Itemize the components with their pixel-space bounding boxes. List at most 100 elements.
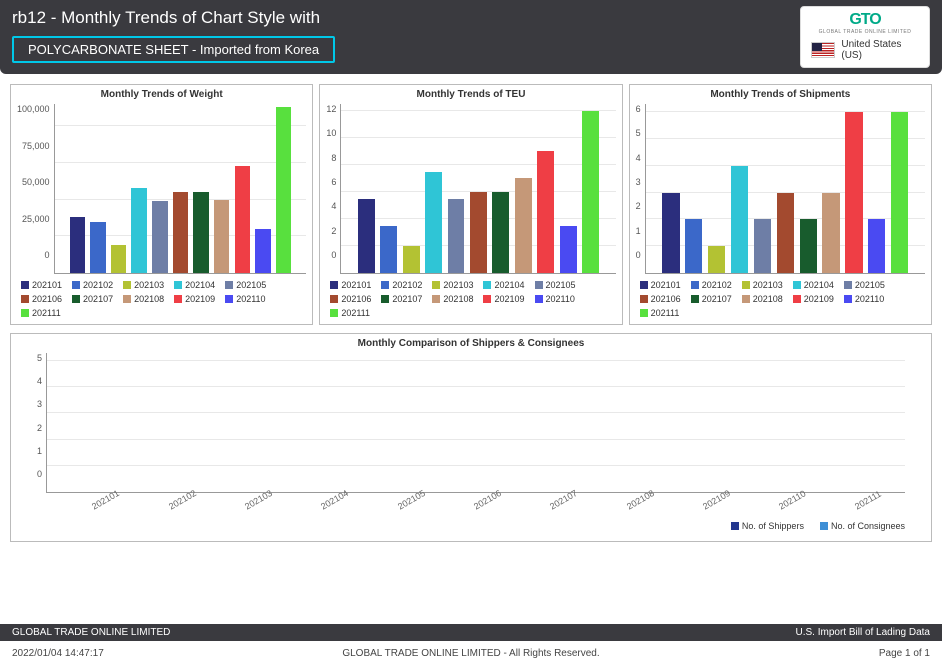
legend: No. of Shippers No. of Consignees (37, 521, 905, 531)
legend-swatch-icon (225, 295, 233, 303)
legend-label: 202108 (134, 294, 164, 304)
chart-title: Monthly Trends of Weight (17, 89, 306, 100)
bar (800, 219, 817, 273)
legend-swatch-icon (640, 281, 648, 289)
bar (560, 226, 577, 273)
legend-item: 202107 (72, 294, 113, 304)
page-title: rb12 - Monthly Trends of Chart Style wit… (12, 8, 930, 28)
y-tick-label: 3 (636, 177, 641, 187)
legend-swatch-icon (432, 281, 440, 289)
legend-item: 202102 (381, 280, 422, 290)
header: rb12 - Monthly Trends of Chart Style wit… (0, 0, 942, 74)
legend-item: No. of Consignees (820, 521, 905, 531)
y-tick-label: 0 (331, 250, 336, 260)
legend-item: 202106 (640, 294, 681, 304)
legend-label: 202111 (341, 308, 370, 318)
legend-swatch-icon (820, 522, 828, 530)
legend-item: 202110 (844, 294, 884, 304)
legend-swatch-icon (174, 295, 182, 303)
legend-label: No. of Shippers (742, 521, 804, 531)
bar (754, 219, 771, 273)
bar (235, 166, 251, 273)
bar (582, 111, 599, 273)
y-axis: 121086420 (326, 104, 340, 274)
legend-label: 202107 (83, 294, 113, 304)
legend-swatch-icon (123, 281, 131, 289)
legend-label: 202108 (443, 294, 473, 304)
chart-shippers-consignees: Monthly Comparison of Shippers & Consign… (10, 333, 932, 542)
legend-label: 202109 (185, 294, 215, 304)
legend-swatch-icon (640, 295, 648, 303)
x-axis: 2021012021022021032021042021052021062021… (37, 497, 905, 507)
legend-label: 202105 (236, 280, 266, 290)
legend-swatch-icon (731, 522, 739, 530)
chart-title: Monthly Trends of TEU (326, 89, 615, 100)
bar (685, 219, 702, 273)
y-axis: 6543210 (636, 104, 645, 274)
country-indicator: United States (US) (811, 39, 919, 61)
legend: 2021012021022021032021042021052021062021… (636, 280, 925, 318)
bar (380, 226, 397, 273)
subtitle-pill: POLYCARBONATE SHEET - Imported from Kore… (12, 36, 335, 63)
legend-label: 202109 (804, 294, 834, 304)
legend-swatch-icon (330, 295, 338, 303)
y-tick-label: 12 (326, 104, 336, 114)
legend-label: 202103 (443, 280, 473, 290)
bar (537, 151, 554, 273)
legend-swatch-icon (535, 295, 543, 303)
legend-item: 202103 (432, 280, 473, 290)
y-tick-label: 2 (331, 226, 336, 236)
legend-item: 202110 (535, 294, 575, 304)
flag-icon (811, 42, 835, 58)
legend-label: 202111 (32, 308, 61, 318)
legend-item: 202104 (174, 280, 215, 290)
y-tick-label: 0 (37, 469, 42, 479)
legend-item: 202111 (21, 308, 61, 318)
legend-label: 202101 (32, 280, 62, 290)
legend-item: 202101 (640, 280, 681, 290)
legend-swatch-icon (381, 281, 389, 289)
legend-swatch-icon (21, 309, 29, 317)
y-tick-label: 8 (331, 153, 336, 163)
bar (891, 112, 908, 273)
logo-subtext: GLOBAL TRADE ONLINE LIMITED (811, 29, 919, 35)
footer-meta: 2022/01/04 14:47:17 GLOBAL TRADE ONLINE … (0, 648, 942, 659)
legend-label: 202106 (32, 294, 62, 304)
legend-item: 202109 (174, 294, 215, 304)
legend-item: No. of Shippers (731, 521, 804, 531)
y-tick-label: 0 (45, 250, 50, 260)
legend-swatch-icon (72, 295, 80, 303)
legend-swatch-icon (691, 281, 699, 289)
bar (193, 192, 209, 273)
legend-label: 202102 (83, 280, 113, 290)
bar (845, 112, 862, 273)
legend-swatch-icon (21, 281, 29, 289)
chart-weight: Monthly Trends of Weight100,00075,00050,… (10, 84, 313, 325)
y-tick-label: 5 (636, 128, 641, 138)
bar (492, 192, 509, 273)
legend-item: 202109 (793, 294, 834, 304)
legend-label: No. of Consignees (831, 521, 905, 531)
legend: 2021012021022021032021042021052021062021… (326, 280, 615, 318)
y-axis: 100,00075,00050,00025,0000 (17, 104, 54, 274)
legend-label: 202109 (494, 294, 524, 304)
legend-label: 202107 (392, 294, 422, 304)
y-tick-label: 75,000 (22, 141, 50, 151)
legend-label: 202104 (494, 280, 524, 290)
legend-label: 202105 (546, 280, 576, 290)
y-tick-label: 10 (326, 128, 336, 138)
y-tick-label: 4 (636, 153, 641, 163)
footer-left: GLOBAL TRADE ONLINE LIMITED (12, 627, 170, 638)
legend-swatch-icon (742, 295, 750, 303)
legend-swatch-icon (432, 295, 440, 303)
legend-label: 202104 (185, 280, 215, 290)
y-tick-label: 2 (636, 201, 641, 211)
country-label: United States (US) (841, 39, 919, 61)
legend-label: 202108 (753, 294, 783, 304)
legend-label: 202110 (546, 294, 575, 304)
legend-label: 202110 (855, 294, 884, 304)
bar (173, 192, 189, 273)
legend-item: 202102 (72, 280, 113, 290)
legend: 2021012021022021032021042021052021062021… (17, 280, 306, 318)
logo-country-block: GTO GLOBAL TRADE ONLINE LIMITED United S… (800, 6, 930, 68)
